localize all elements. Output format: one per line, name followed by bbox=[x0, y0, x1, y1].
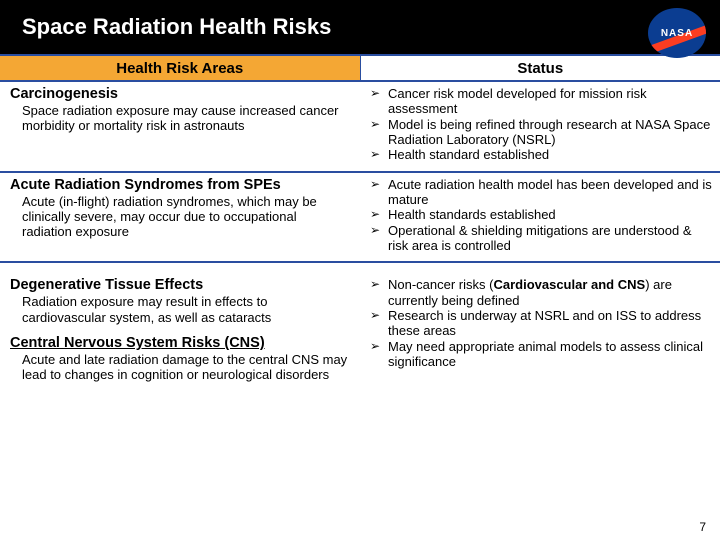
risk-title: Acute Radiation Syndromes from SPEs bbox=[10, 177, 354, 193]
risk-title: Degenerative Tissue Effects bbox=[10, 277, 354, 293]
status-cell: Cancer risk model developed for mission … bbox=[360, 82, 720, 171]
status-bullet: Model is being refined through research … bbox=[368, 117, 712, 148]
page-number: 7 bbox=[699, 520, 706, 534]
status-bullet: Cancer risk model developed for mission … bbox=[368, 86, 712, 117]
table-header-row: Health Risk Areas Status bbox=[0, 54, 720, 82]
nasa-logo: NASA bbox=[648, 8, 706, 58]
risk-description: Acute and late radiation damage to the c… bbox=[10, 352, 354, 383]
risk-description: Radiation exposure may result in effects… bbox=[10, 294, 354, 325]
status-bullet: Health standards established bbox=[368, 207, 712, 222]
risk-cell: Carcinogenesis Space radiation exposure … bbox=[0, 82, 360, 171]
header-status: Status bbox=[361, 56, 720, 80]
status-bullet: May need appropriate animal models to as… bbox=[368, 339, 712, 370]
risk-description: Space radiation exposure may cause incre… bbox=[10, 103, 354, 134]
status-bullet: Non-cancer risks (Cardiovascular and CNS… bbox=[368, 277, 712, 308]
status-bullet: Operational & shielding mitigations are … bbox=[368, 223, 712, 254]
slide-title: Space Radiation Health Risks bbox=[22, 14, 331, 40]
risk-description: Acute (in-flight) radiation syndromes, w… bbox=[10, 194, 354, 240]
risk-title: Carcinogenesis bbox=[10, 86, 354, 102]
status-bullet: Health standard established bbox=[368, 147, 712, 162]
title-bar: Space Radiation Health Risks bbox=[0, 0, 720, 54]
risk-title: Central Nervous System Risks (CNS) bbox=[10, 335, 354, 351]
table-row: Degenerative Tissue Effects Radiation ex… bbox=[0, 263, 720, 390]
status-cell: Acute radiation health model has been de… bbox=[360, 173, 720, 262]
table-row: Acute Radiation Syndromes from SPEs Acut… bbox=[0, 173, 720, 264]
status-bullet: Acute radiation health model has been de… bbox=[368, 177, 712, 208]
table-row: Carcinogenesis Space radiation exposure … bbox=[0, 82, 720, 173]
risk-cell: Acute Radiation Syndromes from SPEs Acut… bbox=[0, 173, 360, 262]
status-bullet: Research is underway at NSRL and on ISS … bbox=[368, 308, 712, 339]
status-cell: Non-cancer risks (Cardiovascular and CNS… bbox=[360, 263, 720, 390]
table-body: Carcinogenesis Space radiation exposure … bbox=[0, 82, 720, 391]
risk-cell: Degenerative Tissue Effects Radiation ex… bbox=[0, 263, 360, 390]
header-health-risk-areas: Health Risk Areas bbox=[0, 56, 361, 80]
